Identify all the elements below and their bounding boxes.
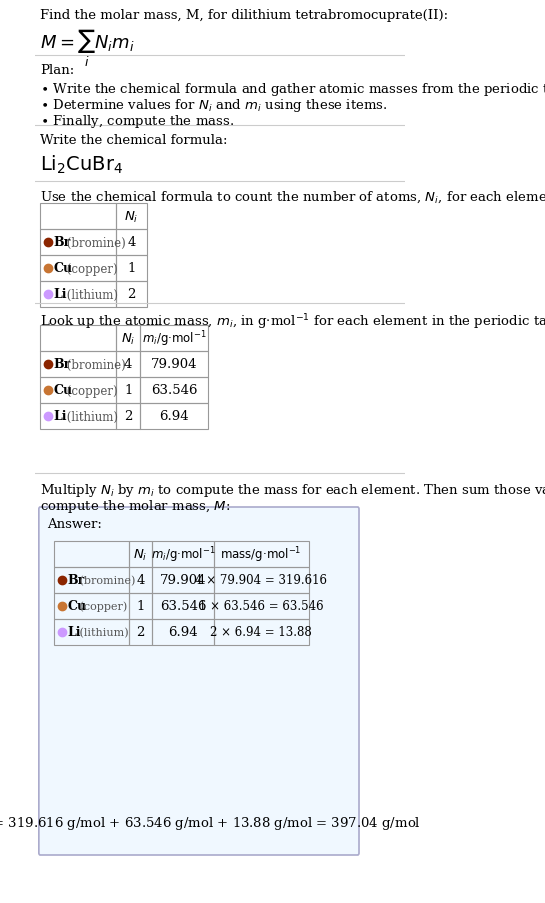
Bar: [214, 567, 308, 593]
Text: Cu: Cu: [54, 262, 73, 275]
Text: $N_i$: $N_i$: [121, 331, 136, 346]
Text: 79.904: 79.904: [151, 358, 197, 371]
Text: mass/g·mol$^{-1}$: mass/g·mol$^{-1}$: [220, 545, 302, 564]
Bar: [116, 256, 147, 282]
Bar: [214, 542, 308, 567]
Bar: [40, 256, 116, 282]
Text: 1: 1: [128, 262, 136, 275]
Text: (copper): (copper): [76, 601, 128, 611]
Bar: [153, 593, 214, 619]
Bar: [129, 619, 153, 646]
Text: Li: Li: [68, 626, 81, 638]
Text: (lithium): (lithium): [63, 410, 118, 423]
Bar: [140, 404, 208, 430]
Bar: [214, 619, 308, 646]
Text: $\bullet$ Finally, compute the mass.: $\bullet$ Finally, compute the mass.: [40, 113, 234, 130]
Bar: [140, 351, 208, 377]
Text: Use the chemical formula to count the number of atoms, $N_i$, for each element:: Use the chemical formula to count the nu…: [40, 190, 545, 205]
Bar: [54, 542, 129, 567]
Bar: [54, 619, 129, 646]
Bar: [40, 282, 116, 308]
Text: (bromine): (bromine): [63, 237, 125, 249]
Text: (lithium): (lithium): [76, 628, 129, 638]
Bar: [40, 326, 116, 351]
Text: $m_i$/g·mol$^{-1}$: $m_i$/g·mol$^{-1}$: [150, 545, 215, 564]
Bar: [116, 229, 147, 256]
Text: Write the chemical formula:: Write the chemical formula:: [40, 134, 228, 147]
Bar: [116, 282, 147, 308]
Text: Li: Li: [54, 288, 67, 302]
Text: 1: 1: [136, 600, 144, 613]
Bar: [54, 567, 129, 593]
Text: (lithium): (lithium): [63, 288, 118, 302]
Text: $N_i$: $N_i$: [124, 209, 139, 224]
Text: compute the molar mass, $M$:: compute the molar mass, $M$:: [40, 498, 231, 515]
Text: Cu: Cu: [54, 384, 73, 397]
Text: Br: Br: [54, 237, 71, 249]
Bar: [40, 404, 116, 430]
Bar: [153, 567, 214, 593]
Text: $m_i$/g·mol$^{-1}$: $m_i$/g·mol$^{-1}$: [142, 329, 207, 349]
Bar: [140, 377, 208, 404]
Text: 4: 4: [124, 358, 132, 371]
Bar: [129, 593, 153, 619]
Text: (copper): (copper): [63, 262, 117, 275]
Text: 2: 2: [136, 626, 144, 638]
Bar: [40, 377, 116, 404]
Bar: [54, 593, 129, 619]
Text: 63.546: 63.546: [151, 384, 197, 397]
Text: 2: 2: [128, 288, 136, 302]
Text: Find the molar mass, M, for dilithium tetrabromocuprate(II):: Find the molar mass, M, for dilithium te…: [40, 9, 449, 22]
Text: (bromine): (bromine): [63, 358, 125, 371]
Text: Br: Br: [68, 574, 84, 587]
Text: 4: 4: [136, 574, 144, 587]
Bar: [40, 204, 116, 229]
Text: Multiply $N_i$ by $m_i$ to compute the mass for each element. Then sum those val: Multiply $N_i$ by $m_i$ to compute the m…: [40, 481, 545, 498]
Text: 4 × 79.904 = 319.616: 4 × 79.904 = 319.616: [195, 574, 327, 587]
Text: 2: 2: [124, 410, 132, 423]
Text: (copper): (copper): [63, 384, 117, 397]
Text: 1: 1: [124, 384, 132, 397]
Bar: [116, 326, 140, 351]
Text: 2 × 6.94 = 13.88: 2 × 6.94 = 13.88: [210, 626, 312, 638]
Bar: [116, 377, 140, 404]
Bar: [116, 404, 140, 430]
Bar: [214, 593, 308, 619]
Text: Answer:: Answer:: [47, 517, 102, 530]
Bar: [129, 567, 153, 593]
Text: 4: 4: [128, 237, 136, 249]
Text: 63.546: 63.546: [160, 600, 206, 613]
Text: (bromine): (bromine): [76, 575, 136, 585]
Bar: [116, 204, 147, 229]
Text: Br: Br: [54, 358, 71, 371]
Text: $N_i$: $N_i$: [133, 547, 148, 562]
Text: 6.94: 6.94: [159, 410, 189, 423]
Text: 1 × 63.546 = 63.546: 1 × 63.546 = 63.546: [199, 600, 323, 613]
Text: $\bullet$ Write the chemical formula and gather atomic masses from the periodic : $\bullet$ Write the chemical formula and…: [40, 81, 545, 98]
Bar: [129, 542, 153, 567]
FancyBboxPatch shape: [39, 507, 359, 855]
Text: 6.94: 6.94: [168, 626, 198, 638]
Bar: [40, 229, 116, 256]
Bar: [140, 326, 208, 351]
Bar: [153, 619, 214, 646]
Text: Look up the atomic mass, $m_i$, in g$\cdot$mol$^{-1}$ for each element in the pe: Look up the atomic mass, $m_i$, in g$\cd…: [40, 312, 545, 331]
Text: $M = \sum_i N_i m_i$: $M = \sum_i N_i m_i$: [40, 28, 135, 70]
Text: Plan:: Plan:: [40, 64, 75, 77]
Text: Li: Li: [54, 410, 67, 423]
Text: $\bullet$ Determine values for $N_i$ and $m_i$ using these items.: $\bullet$ Determine values for $N_i$ and…: [40, 97, 388, 114]
Text: Cu: Cu: [68, 600, 87, 613]
Text: 79.904: 79.904: [160, 574, 206, 587]
Bar: [116, 351, 140, 377]
Bar: [40, 351, 116, 377]
Text: $\mathrm{Li_2CuBr_4}$: $\mathrm{Li_2CuBr_4}$: [40, 154, 123, 176]
Bar: [153, 542, 214, 567]
Text: $M$ = 319.616 g/mol + 63.546 g/mol + 13.88 g/mol = 397.04 g/mol: $M$ = 319.616 g/mol + 63.546 g/mol + 13.…: [0, 815, 421, 832]
